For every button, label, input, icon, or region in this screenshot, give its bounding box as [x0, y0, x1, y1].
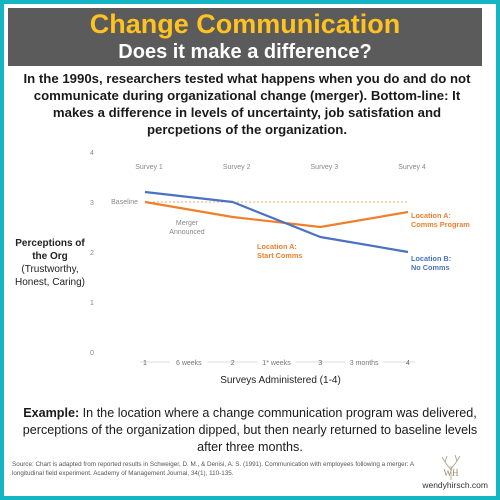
title-banner: Change Communication Does it make a diff… [8, 8, 482, 66]
example-text: Example: In the location where a change … [20, 405, 480, 456]
series-line-1 [144, 200, 409, 229]
y-axis-label: Perceptions of the Org (Trustworthy, Hon… [10, 237, 90, 289]
tree-logo-icon: WH [441, 454, 461, 480]
x-tick-label: 3 [318, 360, 322, 367]
x-tick-label: 1 [143, 360, 147, 367]
survey-label: Survey 3 [311, 164, 339, 171]
page-title: Change Communication [89, 9, 401, 39]
interval-label-bg [169, 357, 208, 367]
intro-text: In the 1990s, researchers tested what ha… [23, 71, 471, 137]
annotation-text: Location A: [257, 242, 297, 251]
annotation-text: Location A: [411, 211, 451, 220]
y-tick-label: 2 [90, 250, 94, 257]
baseline-label: Baseline [111, 199, 138, 206]
series-line-2 [144, 190, 409, 254]
logo-text: WH [444, 468, 459, 478]
y-axis-subtitle: (Trustworthy, Honest, Caring) [14, 264, 86, 288]
source-citation: Source: Chart is adapted from reported r… [12, 461, 414, 477]
x-tick-label: 4 [406, 360, 410, 367]
annotation-text: Location B: [411, 254, 451, 263]
x-axis-title: Surveys Administered (1-4) [220, 375, 341, 386]
page-subtitle: Does it make a difference? [118, 41, 372, 63]
interval-label-bg [257, 357, 296, 367]
example-body: In the location where a change communica… [22, 406, 478, 454]
survey-label: Survey 4 [398, 164, 426, 171]
line-chart: 0 1 2 3 4 1 2 3 4 6 weeks 1* weeks 3 months Surveys … [90, 150, 470, 386]
y-tick-label: 4 [90, 150, 94, 157]
y-tick-label: 3 [90, 200, 94, 207]
annotation-text: Merger [176, 220, 199, 227]
y-axis-title: Perceptions of the Org [15, 238, 85, 262]
example-label: Example: [23, 406, 80, 420]
interval-label: 6 weeks [176, 360, 202, 367]
site-url[interactable]: wendyhirsch.com [422, 480, 488, 490]
interval-label-bg [345, 357, 384, 367]
annotation-text: Comms Program [411, 220, 470, 229]
annotation-text: Start Comms [257, 251, 302, 260]
y-tick-label: 1 [90, 300, 94, 307]
interval-label: 3 months [350, 360, 379, 367]
survey-label: Survey 2 [223, 164, 251, 171]
x-tick-label: 2 [231, 360, 235, 367]
annotation-text: Announced [169, 229, 205, 236]
annotation-text: No Comms [411, 263, 450, 272]
survey-label: Survey 1 [135, 164, 163, 171]
y-tick-label: 0 [90, 350, 94, 357]
interval-label: 1* weeks [262, 360, 291, 367]
